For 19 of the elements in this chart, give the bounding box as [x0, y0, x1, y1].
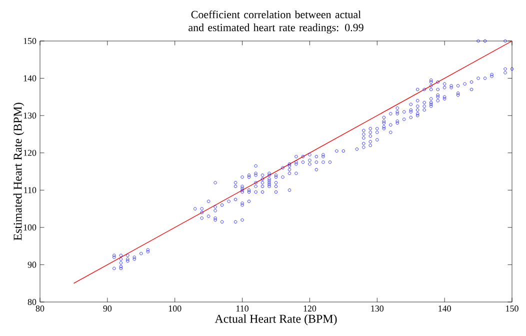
y-tick-label: 120 [24, 150, 36, 156]
y-tick-label: 150 [24, 38, 36, 44]
x-axis-title: Actual Heart Rate (BPM) [214, 314, 337, 326]
y-tick-label: 80 [28, 298, 36, 306]
y-axis-title: Estimated Heart Rate (BPM) [13, 102, 24, 240]
x-tick-label: 100 [168, 306, 182, 312]
y-tick-label: 110 [24, 187, 36, 194]
x-tick-label: 130 [371, 306, 384, 312]
y-tick-label: 100 [24, 224, 36, 230]
y-tick-label: 140 [24, 75, 36, 82]
x-tick-label: 90 [103, 306, 112, 312]
x-tick-label: 110 [236, 306, 248, 312]
x-tick-label: 120 [304, 306, 316, 312]
x-tick-label: 140 [438, 306, 451, 312]
x-tick-label: 150 [506, 306, 518, 312]
y-tick-label: 130 [24, 112, 36, 119]
x-tick-label: 80 [36, 306, 44, 312]
chart-title: Coefficient correlation between actual and estimated heart rate readings: 0.99 [188, 10, 364, 34]
y-tick-label: 90 [28, 262, 36, 268]
